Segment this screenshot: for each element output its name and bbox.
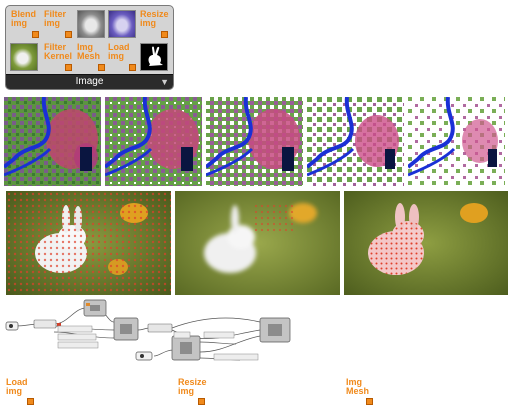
node-graph-canvas	[4, 296, 304, 368]
number-slider-node	[5, 321, 19, 331]
image-toolbar-panel: Blend img Filter img Resize img Filter K…	[5, 5, 174, 90]
satellite-map-tile	[206, 97, 303, 186]
blend-img-tool[interactable]: Blend img	[11, 10, 43, 38]
satellite-map-tile	[408, 97, 505, 186]
grayscale-rabbit-thumbnail-icon[interactable]	[77, 10, 105, 38]
rabbit-photo-mesh-overlay	[344, 191, 508, 295]
component-badge-icon	[366, 398, 373, 405]
satellite-map-tile	[105, 97, 202, 186]
label-line: Load	[6, 377, 28, 387]
satellite-map-tile	[307, 97, 404, 186]
resize-img-label[interactable]: Resize img	[178, 378, 207, 396]
rabbit-silhouette-icon	[148, 46, 163, 66]
satellite-map-tile	[4, 97, 101, 186]
panel-title: Image	[75, 76, 104, 87]
rabbit-photo-thumbnail-icon[interactable]	[10, 43, 38, 71]
label-line: img	[178, 386, 195, 396]
filter-kernel-tool[interactable]: Filter Kernel	[44, 43, 76, 71]
component-badge-icon	[27, 398, 34, 405]
rabbit-photo-blurred	[175, 191, 340, 295]
tool-label: Filter Kernel	[44, 42, 73, 61]
panel-title-bar: Image ▼	[6, 74, 173, 89]
component-badge-icon	[129, 64, 136, 71]
label-line: Img	[346, 377, 363, 387]
resize-img-tool[interactable]: Resize img	[140, 10, 172, 38]
label-line: Resize	[178, 377, 207, 387]
tool-label: Img Mesh	[77, 42, 101, 61]
component-badge-icon	[98, 64, 105, 71]
load-img-label[interactable]: Load img	[6, 378, 28, 396]
tool-label: Filter img	[44, 9, 67, 28]
load-img-tool[interactable]: Load img	[108, 43, 140, 71]
component-badge-icon	[65, 31, 72, 38]
expand-arrow-icon[interactable]: ▼	[160, 77, 169, 87]
tool-label: Resize img	[140, 9, 169, 28]
component-badge-icon	[198, 398, 205, 405]
label-line: Mesh	[346, 386, 370, 396]
component-badge-icon	[161, 31, 168, 38]
filter-img-tool[interactable]: Filter img	[44, 10, 76, 38]
tool-label: Blend img	[11, 9, 37, 28]
number-slider-node	[135, 351, 153, 361]
img-mesh-label[interactable]: Img Mesh	[346, 378, 369, 396]
tool-label: Load img	[108, 42, 130, 61]
img-mesh-tool[interactable]: Img Mesh	[77, 43, 109, 71]
component-badge-icon	[32, 31, 39, 38]
rabbit-photo-with-dot-grid	[6, 191, 171, 295]
label-line: img	[6, 386, 23, 396]
component-badge-icon	[65, 64, 72, 71]
rabbit-silhouette-thumbnail-icon[interactable]	[140, 43, 168, 71]
tinted-rabbit-thumbnail-icon[interactable]	[108, 10, 136, 38]
